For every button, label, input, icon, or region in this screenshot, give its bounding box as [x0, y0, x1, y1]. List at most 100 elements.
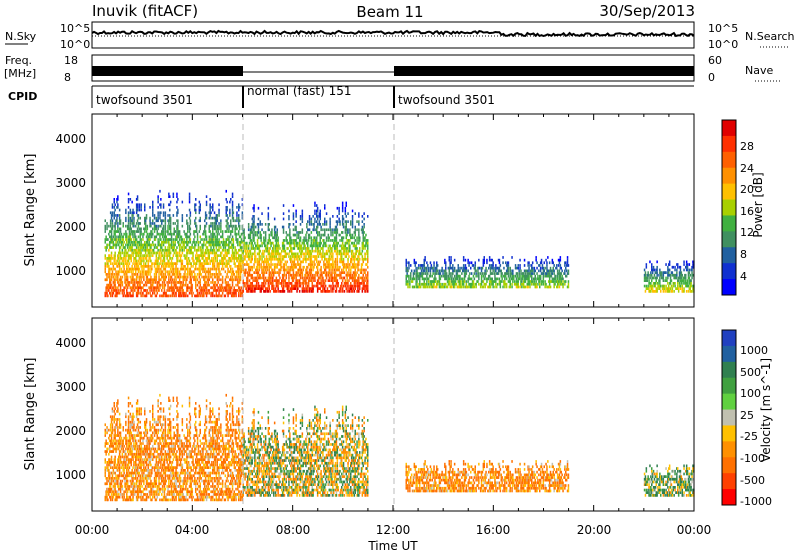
power-cell [161, 262, 164, 265]
power-cell [167, 230, 169, 233]
power-cell [316, 273, 319, 277]
power-cell [355, 257, 357, 261]
power-cell [433, 285, 435, 289]
power-cell [409, 282, 411, 286]
power-cell [199, 203, 201, 207]
power-cell [350, 257, 352, 261]
power-cell [496, 285, 498, 289]
power-cell [161, 246, 163, 249]
power-cell [182, 281, 184, 284]
power-cell [208, 227, 210, 231]
power-cell [235, 232, 237, 236]
power-cell [176, 275, 178, 279]
power-cell [465, 285, 468, 289]
power-cell [410, 272, 412, 275]
power-cell [295, 265, 297, 269]
power-cell [113, 267, 115, 271]
power-cell [450, 282, 452, 286]
power-cell [150, 278, 152, 282]
power-cell [324, 263, 327, 266]
power-cell [212, 238, 215, 241]
power-cell [270, 241, 272, 245]
power-cell [417, 272, 419, 275]
power-cell [349, 265, 351, 269]
power-cell [406, 266, 408, 270]
power-cell [349, 287, 351, 290]
power-cell [295, 225, 297, 229]
power-cell [195, 227, 198, 231]
power-cell [317, 249, 320, 253]
power-cell [418, 264, 420, 267]
power-cell [362, 247, 364, 250]
power-cell [116, 206, 118, 209]
power-cell [205, 270, 208, 274]
power-cell [106, 275, 108, 279]
power-cell [259, 231, 261, 234]
power-cell [308, 263, 311, 266]
power-cell [495, 264, 497, 267]
power-cell [282, 239, 285, 242]
power-cell [236, 273, 238, 276]
power-cell [198, 230, 201, 233]
power-cell [295, 273, 297, 277]
power-cell [244, 249, 246, 253]
power-cell [252, 244, 254, 248]
power-cell [131, 281, 133, 284]
power-cell [230, 289, 232, 292]
power-cell [232, 278, 235, 282]
power-cell [104, 294, 106, 298]
power-cell [423, 277, 425, 281]
power-cell [189, 232, 192, 236]
power-cell [496, 272, 498, 275]
power-cell [154, 235, 157, 239]
power-cell [113, 238, 115, 241]
power-cell [137, 214, 140, 217]
power-cell [427, 280, 430, 283]
power-cell [425, 277, 427, 281]
power-cell [293, 255, 296, 258]
power-cell [253, 231, 255, 234]
power-cell [249, 287, 252, 290]
power-cell [305, 260, 307, 264]
power-cell [336, 268, 339, 272]
power-cell [406, 272, 408, 275]
power-cell [294, 282, 296, 285]
power-cell [154, 224, 157, 228]
power-cell [147, 281, 149, 284]
power-cell [162, 227, 165, 231]
power-cell [452, 272, 454, 275]
power-cell [290, 252, 293, 256]
power-cell [130, 257, 132, 260]
power-cell [181, 224, 184, 228]
power-cell [319, 252, 321, 256]
power-cell [289, 241, 291, 245]
power-cell [264, 244, 267, 248]
noise-right-tick-bottom: 10^0 [708, 38, 738, 51]
power-cell [226, 283, 228, 287]
power-cell [464, 272, 467, 275]
power-cell [105, 291, 107, 295]
power-cell [126, 291, 128, 295]
power-cell [162, 238, 165, 241]
power-cell [501, 277, 503, 281]
power-cell [175, 265, 177, 268]
power-cell [112, 275, 115, 279]
power-cell [495, 277, 497, 281]
power-cell [311, 260, 313, 264]
power-cell [211, 259, 213, 263]
power-cell [238, 267, 241, 271]
power-cell [205, 200, 208, 204]
power-cell [302, 284, 304, 288]
power-cell [256, 223, 259, 226]
power-cell [212, 208, 214, 212]
power-cell [133, 259, 135, 263]
power-cell [178, 238, 181, 241]
power-cell [278, 257, 280, 261]
power-cell [316, 268, 319, 272]
power-cell [490, 258, 493, 262]
power-cell [199, 248, 201, 252]
power-cell [188, 224, 191, 228]
power-cell [298, 268, 300, 272]
power-cell [271, 284, 273, 288]
power-cell [443, 269, 445, 273]
